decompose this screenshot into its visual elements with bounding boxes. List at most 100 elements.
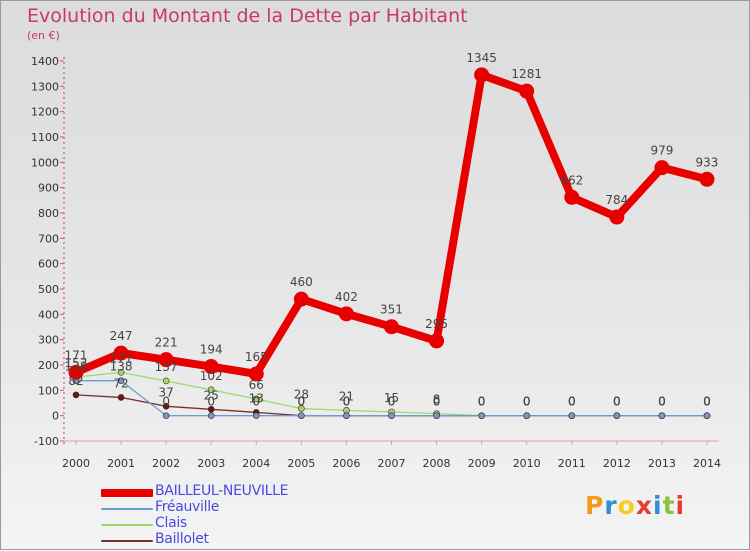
legend-label: Baillolet <box>155 531 209 547</box>
data-label: 0 <box>523 395 531 409</box>
data-label: 0 <box>343 395 351 409</box>
data-label: 0 <box>478 395 486 409</box>
data-point <box>298 412 305 419</box>
x-tick-label: 2009 <box>468 457 496 470</box>
data-point <box>523 412 531 419</box>
data-point <box>383 319 399 335</box>
data-point <box>699 171 715 187</box>
data-point <box>207 386 215 394</box>
legend-swatch <box>101 489 153 497</box>
data-point <box>72 391 80 399</box>
x-tick-label: 2003 <box>197 457 225 470</box>
data-label: 0 <box>298 395 306 409</box>
data-label: 247 <box>110 329 133 343</box>
data-label: 0 <box>658 395 666 409</box>
data-point <box>613 412 621 419</box>
data-point <box>703 412 711 419</box>
data-label: 0 <box>703 395 711 409</box>
data-point <box>252 412 260 419</box>
data-point <box>474 67 490 83</box>
data-label: 13 <box>249 391 264 405</box>
y-tick-label: 200 <box>38 359 59 372</box>
legend-swatch <box>101 508 153 510</box>
data-label: 0 <box>207 395 215 409</box>
data-point <box>203 359 219 375</box>
data-label: 784 <box>605 193 628 207</box>
x-tick-label: 2014 <box>693 457 721 470</box>
y-tick-label: 400 <box>38 308 59 321</box>
logo-letter: o <box>617 491 636 520</box>
data-label: 0 <box>478 395 486 409</box>
y-tick-label: 1200 <box>31 106 59 119</box>
data-point <box>117 377 125 385</box>
data-label: 37 <box>158 385 173 399</box>
data-label: 460 <box>290 275 313 289</box>
data-point <box>654 160 670 176</box>
data-label: 138 <box>65 360 88 374</box>
data-label: 152 <box>65 356 88 370</box>
data-label: 66 <box>249 378 264 392</box>
data-label: 0 <box>252 395 260 409</box>
data-label: 0 <box>568 395 576 409</box>
data-point <box>248 366 264 382</box>
data-label: 28 <box>294 388 309 402</box>
data-label: 0 <box>568 395 576 409</box>
y-tick-label: 700 <box>38 232 59 245</box>
data-point <box>68 364 84 380</box>
data-label: 295 <box>425 317 448 331</box>
logo-letter: x <box>635 491 653 520</box>
axes: -100010020030040050060070080090010001100… <box>31 55 721 470</box>
data-point <box>519 83 535 99</box>
y-tick-label: -100 <box>34 435 59 448</box>
x-tick-label: 2008 <box>423 457 451 470</box>
data-label: 0 <box>478 395 486 409</box>
y-tick-label: 800 <box>38 207 59 220</box>
data-point <box>609 209 625 225</box>
data-point <box>207 412 215 419</box>
logo-letter: i <box>675 491 686 520</box>
data-label: 0 <box>388 395 396 409</box>
data-label: 82 <box>68 374 83 388</box>
legend-swatch <box>101 540 153 542</box>
x-tick-label: 2001 <box>107 457 135 470</box>
data-label: 0 <box>703 395 711 409</box>
data-point <box>658 412 666 419</box>
legend-swatch <box>101 524 153 526</box>
data-point <box>162 412 170 419</box>
data-label: 194 <box>200 343 223 357</box>
y-tick-label: 0 <box>52 410 59 423</box>
y-tick-label: 1300 <box>31 80 59 93</box>
data-label: 0 <box>298 395 306 409</box>
data-point <box>338 306 354 322</box>
logo-letter: r <box>604 491 618 520</box>
data-label: 1281 <box>511 67 542 81</box>
data-label: 0 <box>613 395 621 409</box>
data-label: 0 <box>613 395 621 409</box>
data-point <box>429 333 445 349</box>
data-point <box>113 345 129 361</box>
data-label: 171 <box>110 351 133 365</box>
data-point <box>293 291 309 307</box>
data-label: 138 <box>110 360 133 374</box>
data-label: 862 <box>560 173 583 187</box>
data-label: 102 <box>200 369 223 383</box>
y-tick-label: 1100 <box>31 131 59 144</box>
data-point <box>252 395 260 403</box>
x-tick-label: 2000 <box>62 457 90 470</box>
data-label: 1345 <box>466 51 497 65</box>
data-label: 165 <box>245 350 268 364</box>
y-tick-label: 600 <box>38 258 59 271</box>
data-label: 171 <box>65 348 88 362</box>
data-label: 0 <box>613 395 621 409</box>
data-label: 25 <box>204 388 219 402</box>
data-label: 0 <box>162 395 170 409</box>
data-point <box>162 402 170 410</box>
x-tick-label: 2002 <box>152 457 180 470</box>
data-point <box>388 412 395 419</box>
data-label: 979 <box>650 144 673 158</box>
data-label: 402 <box>335 290 358 304</box>
data-point <box>564 189 580 205</box>
y-tick-label: 1000 <box>31 156 59 169</box>
y-tick-label: 900 <box>38 182 59 195</box>
